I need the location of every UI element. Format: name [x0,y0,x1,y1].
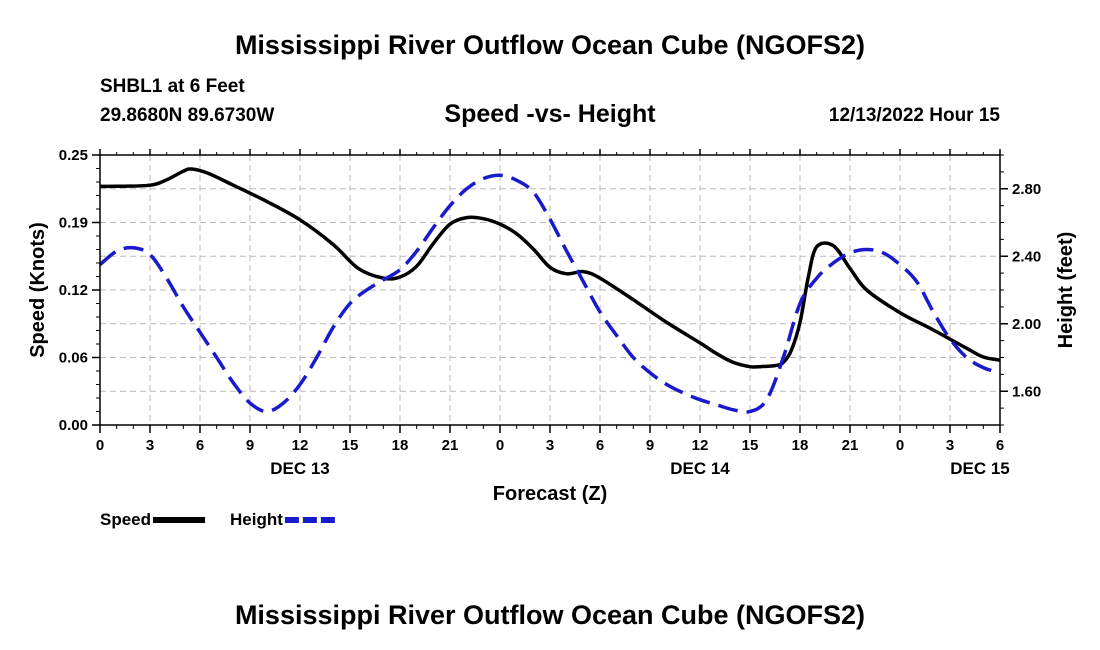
x-tick-label: 9 [246,437,254,454]
station-label: SHBL1 at 6 Feet [100,76,245,97]
y2-axis-label: Height (feet) [1055,232,1077,349]
y-tick-label: 0.25 [59,147,88,164]
date-label: DEC 14 [670,459,730,478]
series-lines [98,167,1001,414]
y2-tick-label: 2.40 [1012,248,1041,265]
x-tick-label: 21 [442,437,459,454]
x-tick-label: 15 [742,437,759,454]
axis-labels: 0 3 6 9 12 15 18 21 0 3 6 9 12 15 18 21 0 3 6 DEC 13 DEC 14 D… [27,147,1077,505]
x-tick-label: 18 [392,437,409,454]
y2-tick-label: 1.60 [1012,383,1041,400]
legend-label-speed: Speed [100,510,151,529]
x-tick-label: 0 [496,437,504,454]
forecast-datetime: 12/13/2022 Hour 15 [828,105,1000,126]
x-tick-label: 6 [996,437,1004,454]
y-tick-label: 0.19 [59,215,88,232]
x-tick-label: 3 [946,437,954,454]
x-tick-label: 12 [692,437,709,454]
x-tick-label: 12 [292,437,309,454]
date-label: DEC 13 [270,459,330,478]
y-tick-label: 0.00 [59,417,88,434]
axis-ticks [92,149,1008,433]
y-tick-label: 0.06 [59,350,88,367]
gridlines [100,155,1000,425]
legend: Speed Height [100,510,337,529]
x-tick-label: 15 [342,437,359,454]
x-tick-label: 3 [146,437,154,454]
legend-label-height: Height [230,510,283,529]
y-tick-label: 0.12 [59,282,88,299]
x-tick-label: 9 [646,437,654,454]
height-series-line [98,173,1001,414]
station-coordinates: 29.8680N 89.6730W [100,105,275,126]
x-tick-label: 0 [896,437,904,454]
date-label: DEC 15 [950,459,1010,478]
speed-series-line [99,167,1001,369]
footer-title: Mississippi River Outflow Ocean Cube (NG… [234,600,866,630]
y2-tick-label: 2.80 [1012,181,1041,198]
chart-title: Mississippi River Outflow Ocean Cube (NG… [234,30,866,60]
chart-subtitle: Speed -vs- Height [444,100,656,128]
x-tick-label: 18 [792,437,809,454]
speed-height-chart: 0 3 6 9 12 15 18 21 0 3 6 9 12 15 18 21 0 3 6 DEC 13 DEC 14 D… [27,147,1077,529]
x-axis-label: Forecast (Z) [493,483,607,505]
x-tick-label: 6 [596,437,604,454]
x-tick-label: 21 [842,437,859,454]
x-tick-label: 0 [96,437,104,454]
x-tick-label: 3 [546,437,554,454]
x-tick-label: 6 [196,437,204,454]
y-axis-label: Speed (Knots) [27,222,49,358]
y2-tick-label: 2.00 [1012,316,1041,333]
